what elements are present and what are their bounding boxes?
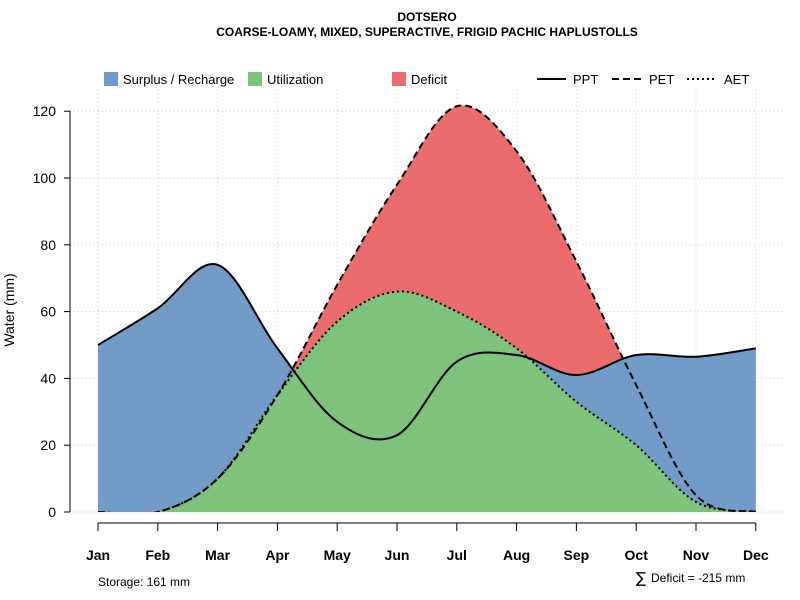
x-tick-label-nov: Nov xyxy=(683,547,710,563)
sum-symbol: ∑ xyxy=(636,569,646,587)
x-tick-label-feb: Feb xyxy=(145,547,170,563)
legend-swatch-deficit xyxy=(392,72,406,86)
series-lines xyxy=(97,104,757,512)
legend-label-pet: PET xyxy=(649,72,674,87)
x-tick-label-jul: Jul xyxy=(447,547,467,563)
pet-line xyxy=(98,104,757,512)
y-tick-label: 0 xyxy=(48,504,56,520)
y-tick-label: 100 xyxy=(33,170,57,186)
x-tick-label-mar: Mar xyxy=(205,547,230,563)
x-tick-label-aug: Aug xyxy=(503,547,530,563)
chart-title: DOTSERO xyxy=(397,10,456,24)
y-tick-label: 120 xyxy=(33,103,57,119)
legend-swatch-surplus xyxy=(104,72,118,86)
legend-label-utilization: Utilization xyxy=(267,72,323,87)
x-tick-label-apr: Apr xyxy=(265,547,290,563)
y-tick-label: 80 xyxy=(40,237,56,253)
chart-subtitle: COARSE-LOAMY, MIXED, SUPERACTIVE, FRIGID… xyxy=(216,25,638,39)
storage-annotation: Storage: 161 mm xyxy=(98,575,190,589)
legend-swatch-utilization xyxy=(248,72,262,86)
x-tick-label-dec: Dec xyxy=(743,547,769,563)
x-axis: Jan Feb Mar Apr May Jun Jul Aug Sep Oct Nov Dec xyxy=(86,522,769,563)
x-tick-label-sep: Sep xyxy=(564,547,590,563)
y-axis-label: Water (mm) xyxy=(1,273,17,346)
x-tick-label-jan: Jan xyxy=(86,547,110,563)
y-axis: 0 20 40 60 80 100 120 xyxy=(33,103,71,520)
legend-label-aet: AET xyxy=(724,72,749,87)
legend-label-deficit: Deficit xyxy=(411,72,448,87)
deficit-annotation: Deficit = -215 mm xyxy=(651,571,745,585)
water-balance-areas xyxy=(98,105,756,512)
x-tick-label-may: May xyxy=(324,547,351,563)
y-tick-label: 60 xyxy=(40,304,56,320)
y-tick-label: 40 xyxy=(40,370,56,386)
y-tick-label: 20 xyxy=(40,437,56,453)
ppt-line xyxy=(97,263,756,441)
x-tick-label-oct: Oct xyxy=(625,547,649,563)
legend: Surplus / Recharge Utilization Deficit P… xyxy=(104,72,749,87)
utilization-area xyxy=(98,291,756,512)
legend-label-ppt: PPT xyxy=(573,72,598,87)
x-tick-label-jun: Jun xyxy=(385,547,410,563)
legend-label-surplus: Surplus / Recharge xyxy=(123,72,234,87)
